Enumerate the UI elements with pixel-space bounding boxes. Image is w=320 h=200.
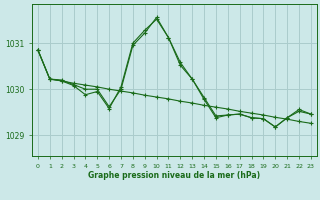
X-axis label: Graphe pression niveau de la mer (hPa): Graphe pression niveau de la mer (hPa): [88, 171, 260, 180]
